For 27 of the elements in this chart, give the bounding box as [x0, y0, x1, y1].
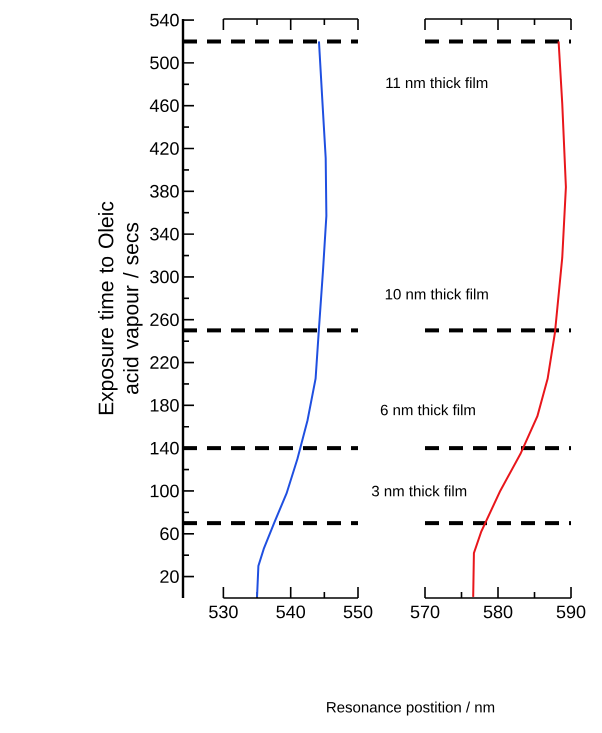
- y-tick-label: 20: [160, 570, 179, 583]
- y-tick-label: 220: [150, 356, 179, 369]
- y-tick-label: 140: [150, 442, 179, 455]
- y-tick-label: 260: [150, 313, 179, 326]
- y-tick-label: 460: [150, 99, 179, 112]
- x-tick-label: 590: [556, 606, 586, 618]
- y-tick-label: 540: [150, 14, 179, 26]
- x-tick-label: 580: [484, 606, 512, 618]
- x-tick-label: 550: [344, 606, 372, 618]
- x-axis-title: Resonance postition / nm: [327, 702, 494, 716]
- y-tick-label: 100: [150, 484, 179, 498]
- y-tick-label: 380: [150, 184, 179, 198]
- annotation: 11 nm thick film: [386, 77, 488, 88]
- x-tick-label: 540: [276, 606, 306, 618]
- x-tick-label: 570: [410, 606, 440, 618]
- line-series: [256, 40, 328, 598]
- y-tick-label: 500: [150, 56, 179, 70]
- y-tick-label: 340: [150, 228, 179, 240]
- x-tick-label: 530: [209, 606, 238, 618]
- annotation: 10 nm thick film: [386, 288, 488, 300]
- y-tick-label: 420: [150, 142, 179, 155]
- y-axis-title: Exposure time to Oleic acid vapour / secs: [98, 202, 143, 414]
- annotation: 3 nm thick film: [372, 485, 466, 496]
- annotation: 6 nm thick film: [380, 404, 475, 416]
- y-tick-label: 60: [160, 527, 179, 540]
- y-tick-label: 300: [150, 270, 179, 284]
- y-tick-label: 180: [150, 398, 179, 412]
